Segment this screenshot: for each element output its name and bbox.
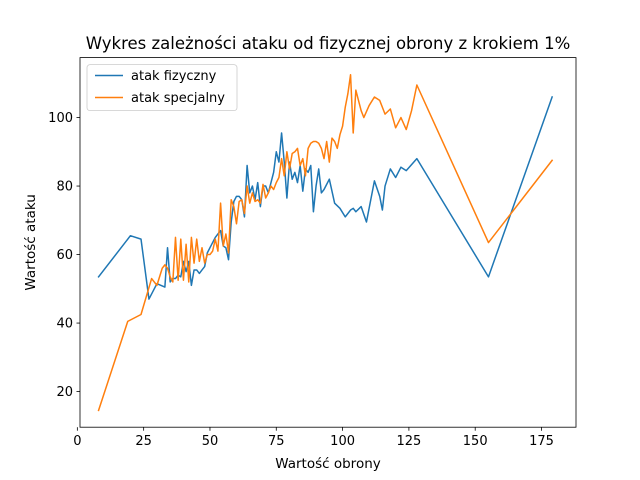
plot-frame: [79, 57, 577, 428]
y-axis: 20 40 60 80 100: [48, 111, 80, 400]
y-axis-label: Wartość ataku: [23, 194, 39, 290]
x-tick-label: 50: [202, 434, 219, 449]
x-tick-label: 125: [396, 434, 421, 449]
chart-title: Wykres zależności ataku od fizycznej obr…: [86, 34, 571, 53]
legend-label-atak-fizyczny: atak fizyczny: [131, 69, 217, 84]
x-tick-label: 25: [135, 434, 152, 449]
x-tick-label: 0: [73, 434, 81, 449]
x-axis-label: Wartość obrony: [275, 456, 381, 472]
y-tick-label: 80: [56, 180, 73, 195]
plot-area: [97, 73, 554, 412]
legend-box: [86, 64, 238, 111]
legend: atak fizyczny atak specjalny: [86, 64, 238, 111]
x-tick-label: 175: [529, 434, 554, 449]
series-line-atak-specjalny: [97, 73, 554, 412]
y-tick-label: 100: [48, 111, 73, 126]
legend-label-atak-specjalny: atak specjalny: [131, 91, 225, 106]
x-tick-label: 100: [330, 434, 355, 449]
y-tick-label: 20: [56, 385, 73, 400]
x-axis: 0 25 50 75 100 125 150 175: [73, 427, 554, 449]
y-tick-label: 40: [56, 317, 73, 332]
x-tick-label: 150: [463, 434, 488, 449]
x-tick-label: 75: [268, 434, 285, 449]
y-tick-label: 60: [56, 248, 73, 263]
